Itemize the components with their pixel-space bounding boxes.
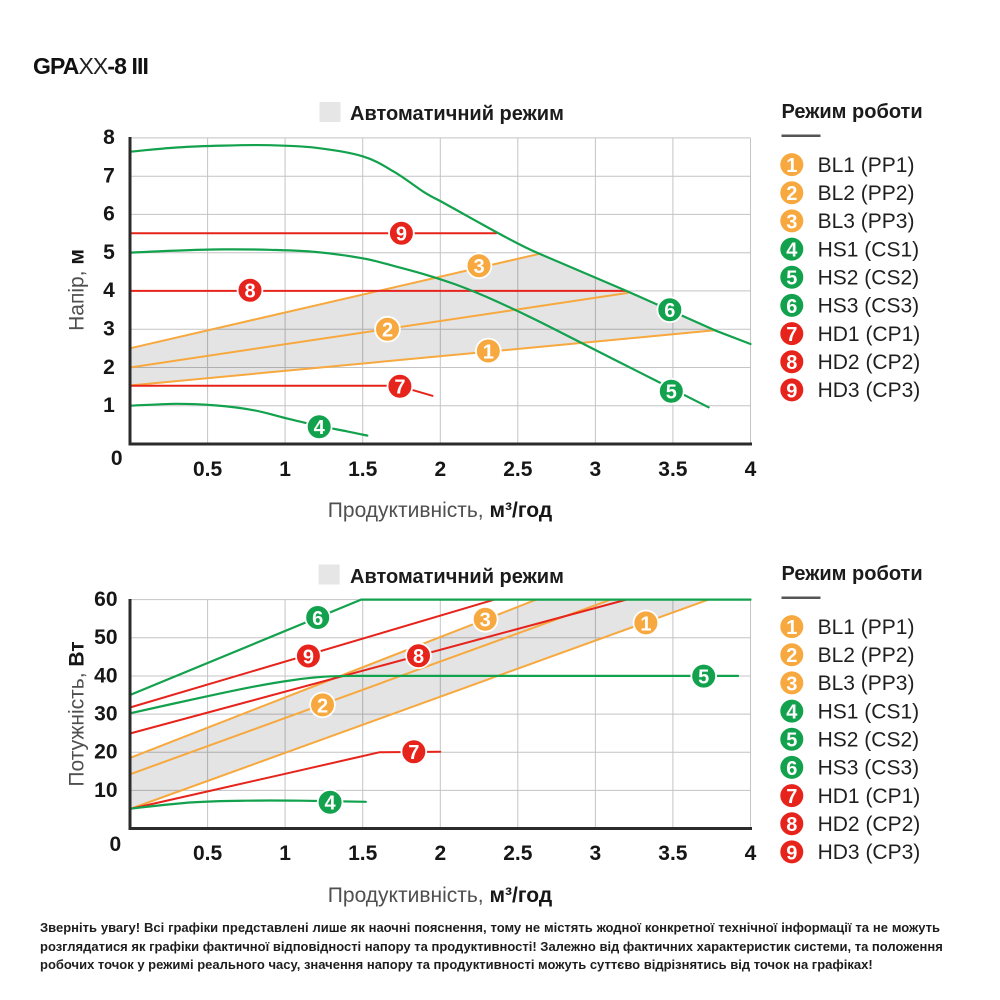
svg-text:BL1 (PP1): BL1 (PP1) — [818, 616, 915, 639]
svg-text:4: 4 — [745, 458, 757, 481]
svg-text:9: 9 — [786, 380, 797, 402]
svg-text:HD3 (CP3): HD3 (CP3) — [818, 379, 921, 402]
svg-text:BL2 (PP2): BL2 (PP2) — [818, 644, 915, 667]
svg-text:7: 7 — [786, 786, 797, 808]
svg-text:HD1 (CP1): HD1 (CP1) — [818, 785, 921, 808]
svg-text:5: 5 — [666, 382, 677, 404]
svg-text:2: 2 — [434, 458, 446, 481]
svg-text:3: 3 — [103, 318, 115, 341]
svg-text:3: 3 — [590, 842, 602, 865]
svg-text:4: 4 — [314, 417, 326, 439]
svg-text:3: 3 — [786, 211, 797, 233]
svg-text:3: 3 — [590, 458, 602, 481]
svg-text:6: 6 — [312, 608, 323, 630]
svg-text:2: 2 — [382, 320, 393, 342]
svg-text:5: 5 — [698, 667, 709, 689]
svg-text:6: 6 — [664, 300, 675, 322]
svg-text:1.5: 1.5 — [348, 842, 378, 865]
svg-text:Потужність, Вт: Потужність, Вт — [66, 641, 89, 786]
svg-text:4: 4 — [786, 240, 798, 262]
svg-text:HD2 (CP2): HD2 (CP2) — [818, 813, 921, 836]
svg-text:5: 5 — [103, 241, 115, 264]
svg-text:0.5: 0.5 — [193, 458, 223, 481]
svg-text:2: 2 — [103, 356, 115, 379]
svg-text:BL3 (PP3): BL3 (PP3) — [818, 210, 915, 233]
svg-text:HD1 (CP1): HD1 (CP1) — [818, 323, 921, 346]
svg-text:7: 7 — [103, 165, 115, 188]
svg-text:1: 1 — [279, 458, 291, 481]
svg-text:3.5: 3.5 — [658, 842, 688, 865]
svg-text:3: 3 — [480, 610, 491, 632]
svg-text:8: 8 — [244, 281, 255, 303]
svg-text:7: 7 — [408, 742, 419, 764]
svg-text:2: 2 — [434, 842, 446, 865]
svg-text:HD3 (CP3): HD3 (CP3) — [818, 841, 921, 864]
svg-text:6: 6 — [786, 296, 797, 318]
svg-text:4: 4 — [745, 842, 757, 865]
svg-text:2: 2 — [786, 183, 797, 205]
svg-text:8: 8 — [786, 352, 797, 374]
svg-text:9: 9 — [303, 646, 314, 668]
svg-text:0.5: 0.5 — [193, 842, 223, 865]
svg-text:1: 1 — [103, 394, 115, 417]
svg-text:HS3 (CS3): HS3 (CS3) — [818, 295, 920, 318]
svg-text:Режим роботи: Режим роботи — [782, 101, 923, 123]
svg-text:9: 9 — [786, 842, 797, 864]
svg-text:20: 20 — [94, 741, 117, 764]
svg-text:0: 0 — [111, 447, 123, 470]
svg-text:6: 6 — [786, 758, 797, 780]
svg-text:8: 8 — [786, 814, 797, 836]
svg-text:3.5: 3.5 — [658, 458, 688, 481]
svg-text:0: 0 — [110, 833, 122, 856]
svg-text:Продуктивність, м³/год: Продуктивність, м³/год — [328, 499, 552, 522]
svg-text:HS2 (CS2): HS2 (CS2) — [818, 728, 920, 751]
svg-text:HS3 (CS3): HS3 (CS3) — [818, 757, 920, 780]
svg-text:1.5: 1.5 — [348, 458, 378, 481]
svg-text:30: 30 — [94, 703, 117, 726]
svg-text:1: 1 — [786, 155, 797, 177]
svg-text:9: 9 — [396, 224, 407, 246]
svg-text:8: 8 — [413, 646, 424, 668]
svg-text:3: 3 — [786, 673, 797, 695]
svg-text:2: 2 — [786, 645, 797, 667]
svg-text:50: 50 — [94, 626, 117, 649]
svg-text:Автоматичний режим: Автоматичний режим — [350, 103, 564, 125]
svg-text:4: 4 — [103, 279, 115, 302]
svg-text:1: 1 — [640, 613, 651, 635]
svg-text:HS1 (CS1): HS1 (CS1) — [818, 700, 920, 723]
svg-text:HD2 (CP2): HD2 (CP2) — [818, 351, 921, 374]
svg-text:Напір, м: Напір, м — [66, 249, 89, 331]
svg-text:Автоматичний режим: Автоматичний режим — [350, 566, 564, 588]
svg-text:HS1 (CS1): HS1 (CS1) — [818, 238, 920, 261]
svg-text:7: 7 — [786, 324, 797, 346]
svg-text:4: 4 — [325, 793, 337, 815]
svg-text:10: 10 — [94, 779, 117, 802]
svg-text:BL2 (PP2): BL2 (PP2) — [818, 182, 915, 205]
svg-text:1: 1 — [279, 842, 291, 865]
svg-text:2.5: 2.5 — [503, 458, 533, 481]
svg-text:BL3 (PP3): BL3 (PP3) — [818, 672, 915, 695]
svg-text:2: 2 — [317, 695, 328, 717]
svg-text:2.5: 2.5 — [503, 842, 533, 865]
svg-text:5: 5 — [786, 268, 797, 290]
svg-text:1: 1 — [786, 617, 797, 639]
svg-text:4: 4 — [786, 702, 798, 724]
svg-text:3: 3 — [473, 256, 484, 278]
svg-text:Режим роботи: Режим роботи — [782, 563, 923, 585]
svg-text:HS2 (CS2): HS2 (CS2) — [818, 266, 920, 289]
svg-text:40: 40 — [94, 664, 117, 687]
svg-text:8: 8 — [103, 126, 115, 149]
svg-text:7: 7 — [394, 377, 405, 399]
svg-text:6: 6 — [103, 203, 115, 226]
svg-text:BL1 (PP1): BL1 (PP1) — [818, 154, 915, 177]
svg-text:60: 60 — [94, 588, 117, 611]
svg-text:Продуктивність, м³/год: Продуктивність, м³/год — [328, 884, 552, 907]
svg-text:5: 5 — [786, 730, 797, 752]
svg-text:1: 1 — [483, 341, 494, 363]
